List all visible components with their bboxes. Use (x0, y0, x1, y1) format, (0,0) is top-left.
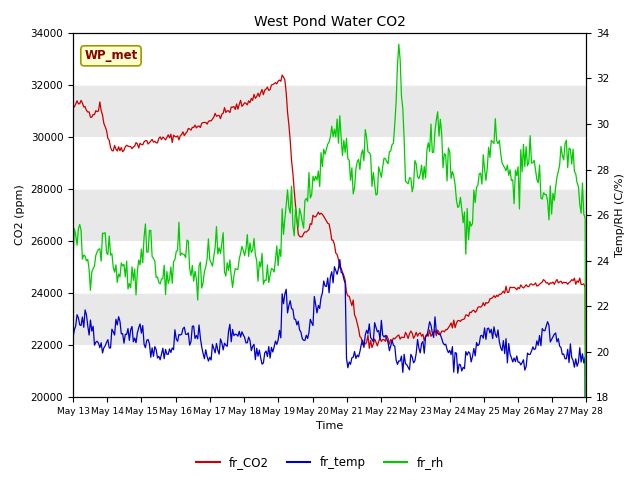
Title: West Pond Water CO2: West Pond Water CO2 (254, 15, 406, 29)
Legend: fr_CO2, fr_temp, fr_rh: fr_CO2, fr_temp, fr_rh (191, 452, 449, 474)
Y-axis label: Temp/RH (C/%): Temp/RH (C/%) (615, 173, 625, 257)
Text: WP_met: WP_met (84, 49, 138, 62)
Bar (73, 33, 586, 85)
Bar (73, 345, 586, 397)
Y-axis label: CO2 (ppm): CO2 (ppm) (15, 185, 25, 245)
X-axis label: Time: Time (316, 421, 344, 432)
Bar (73, 137, 586, 189)
Bar (73, 241, 586, 293)
